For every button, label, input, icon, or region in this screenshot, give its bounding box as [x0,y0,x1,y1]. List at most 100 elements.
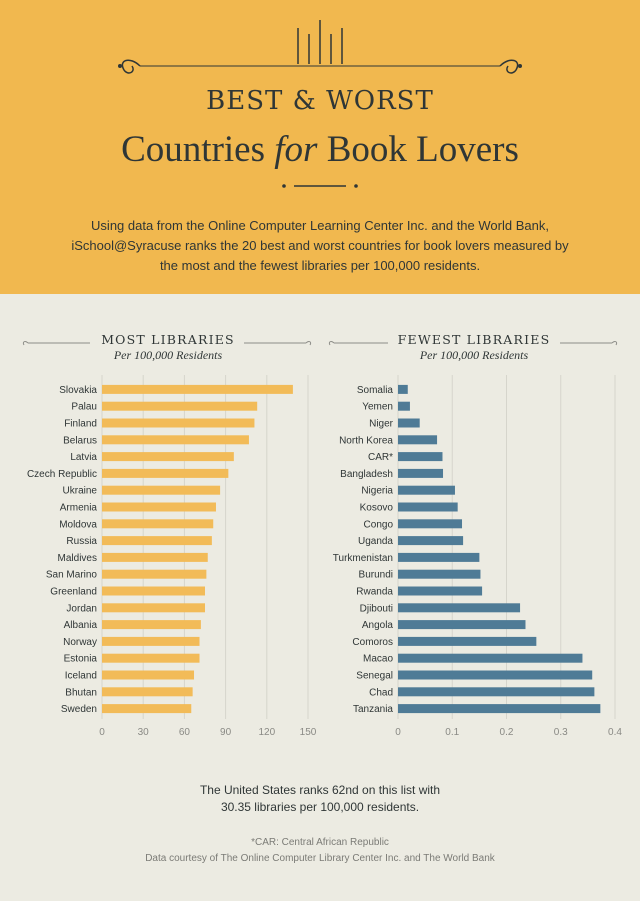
fewest-libraries-bar [398,603,521,613]
most-libraries-category-label: Maldives [58,553,97,564]
fewest-libraries-bar [398,704,601,714]
most-libraries-category-label: Armenia [60,503,98,514]
most-libraries-bar [102,485,221,495]
fewest-libraries-category-label: Chad [369,687,393,698]
header-banner: BEST & WORST Countries for Book Lovers U… [0,0,640,294]
fewest-libraries-bar [398,384,408,394]
most-libraries-bar [102,653,200,663]
fewest-libraries-chart: 0 0.1 0.2 0.3 0.4 Somalia Yemen Niger North Kore… [333,375,622,738]
fewest-libraries-category-label: Angola [362,620,394,631]
most-libraries-category-label: Latvia [70,452,97,463]
most-libraries-category-label: San Marino [46,570,98,581]
fewest-libraries-category-label: Macao [363,654,393,665]
fewest-libraries-bar [398,636,537,646]
fewest-libraries-tick-label: 0.2 [500,727,514,738]
most-libraries-category-label: Czech Republic [27,469,97,480]
fewest-libraries-bar [398,502,458,512]
fewest-libraries-tick-label: 0.1 [445,727,459,738]
fewest-libraries-bar [398,653,583,663]
most-libraries-tick-label: 90 [220,727,232,738]
most-libraries-bar [102,636,200,646]
most-libraries-tick-label: 30 [138,727,150,738]
most-libraries-bar [102,704,192,714]
title-line-1: BEST & WORST [206,86,434,116]
title-part-1: Countries [121,129,275,170]
most-libraries-tick-label: 120 [258,727,275,738]
fewest-libraries-title: FEWEST LIBRARIES [397,332,551,347]
fewest-libraries-category-label: Djibouti [360,603,393,614]
most-libraries-title: MOST LIBRARIES [101,332,235,347]
fewest-libraries-bar [398,485,455,495]
most-libraries-category-label: Palau [71,402,97,413]
most-libraries-category-label: Albania [64,620,98,631]
most-libraries-bar [102,519,214,529]
fewest-libraries-bar [398,401,410,411]
fewest-libraries-category-label: Yemen [362,402,393,413]
section-dividers [22,341,618,346]
us-rank-line-2: 30.35 libraries per 100,000 residents. [220,800,420,814]
fewest-libraries-category-label: Niger [369,419,394,430]
fewest-libraries-category-label: Tanzania [353,704,393,715]
most-libraries-tick-label: 0 [99,727,105,738]
fewest-libraries-subtitle: Per 100,000 Residents [419,348,529,362]
most-libraries-bar [102,384,293,394]
fewest-libraries-bar [398,519,463,529]
intro-text: Using data from the Online Computer Lear… [71,218,569,273]
title-line-2: Countries for Book Lovers [0,128,640,171]
most-libraries-category-label: Estonia [64,654,98,665]
most-libraries-category-label: Ukraine [63,486,98,497]
fewest-libraries-bar [398,552,480,562]
most-libraries-category-label: Norway [63,637,97,648]
most-libraries-bar [102,586,205,596]
fewest-libraries-bar [398,586,483,596]
most-libraries-tick-label: 150 [300,727,317,738]
most-libraries-bar [102,670,195,680]
most-libraries-category-label: Belarus [63,435,97,446]
fewest-libraries-tick-label: 0.3 [554,727,568,738]
fewest-libraries-tick-label: 0 [395,727,401,738]
most-libraries-chart: 0 30 60 90 120 150 Slovakia Palau Finland Belarus… [27,375,317,738]
fewest-libraries-category-label: Senegal [356,671,393,682]
fewest-libraries-category-label: Burundi [359,570,393,581]
fewest-libraries-category-label: Kosovo [360,503,394,514]
most-libraries-category-label: Jordan [66,603,97,614]
fewest-libraries-tick-label: 0.4 [608,727,622,738]
fewest-libraries-category-label: Rwanda [356,587,393,598]
fewest-libraries-category-label: Bangladesh [340,469,393,480]
most-libraries-category-label: Finland [64,419,97,430]
fewest-libraries-bar [398,670,593,680]
most-libraries-subtitle: Per 100,000 Residents [113,348,223,362]
most-libraries-category-label: Moldova [59,519,97,530]
most-libraries-bar [102,552,208,562]
fewest-libraries-category-label: Comoros [352,637,393,648]
most-libraries-bar [102,687,193,697]
most-libraries-bar [102,401,258,411]
fewest-libraries-bar [398,435,438,445]
most-libraries-category-label: Iceland [65,671,97,682]
fewest-libraries-category-label: Turkmenistan [333,553,393,564]
most-libraries-bar [102,603,205,613]
most-libraries-bar [102,435,249,445]
us-rank-note: The United States ranks 62nd on this lis… [0,782,640,816]
ornament-top [118,20,522,188]
most-libraries-category-label: Bhutan [65,687,97,698]
title-part-2: Book Lovers [317,129,519,170]
fewest-libraries-bar [398,452,443,462]
fewest-libraries-bar [398,468,444,478]
data-credit: Data courtesy of The Online Computer Lib… [145,853,495,864]
most-libraries-bar [102,452,234,462]
us-rank-line-1: The United States ranks 62nd on this lis… [199,783,441,797]
fewest-libraries-category-label: Congo [364,519,394,530]
fewest-libraries-bar [398,418,420,428]
car-footnote: *CAR: Central African Republic [251,837,389,848]
fewest-libraries-category-label: Somalia [357,385,394,396]
most-libraries-category-label: Sweden [61,704,97,715]
fewest-libraries-category-label: Nigeria [361,486,393,497]
fewest-libraries-category-label: CAR* [368,452,393,463]
most-libraries-bar [102,502,216,512]
most-libraries-tick-label: 60 [179,727,191,738]
most-libraries-category-label: Greenland [50,587,97,598]
most-libraries-bar [102,418,255,428]
fewest-libraries-bar [398,536,464,546]
most-libraries-bar [102,620,201,630]
